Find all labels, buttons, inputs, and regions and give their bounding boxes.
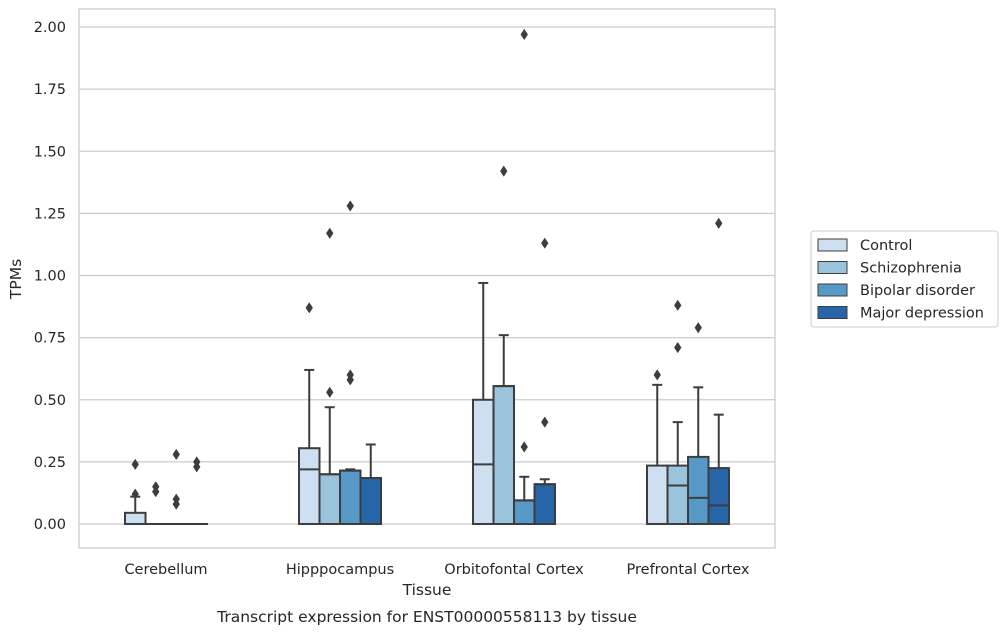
x-tick-label: Prefrontal Cortex [627, 562, 750, 578]
x-tick-label: Hipppocampus [286, 562, 394, 578]
outlier-point [694, 322, 702, 334]
box-group [707, 217, 730, 525]
outlier-point [715, 217, 723, 229]
y-axis-label: TPMs [7, 259, 25, 300]
box [298, 447, 321, 525]
box-group [472, 281, 495, 525]
box-group [165, 448, 188, 526]
outlier-point [674, 341, 682, 354]
box-group [666, 299, 689, 526]
box-group [298, 302, 321, 525]
y-tick-label: 1.50 [34, 144, 66, 160]
y-tick-label: 1.25 [34, 206, 66, 222]
box-group [513, 28, 536, 525]
x-tick-label: Orbitofontal Cortex [444, 562, 584, 578]
x-axis-label: Tissue [402, 581, 452, 599]
legend-label: Major depression [860, 306, 984, 322]
legend-swatch [817, 261, 848, 274]
outlier-point [131, 458, 139, 471]
outlier-point [541, 237, 549, 249]
box-group [124, 458, 147, 526]
x-tick-labels: Cerebellum Hipppocampus Orbitofontal Corte… [124, 562, 749, 578]
y-tick-label: 0.00 [34, 517, 66, 533]
box [533, 483, 556, 525]
outlier-point [172, 493, 180, 505]
box [666, 464, 689, 526]
legend-label: Schizophrenia [860, 261, 962, 277]
box [646, 464, 669, 526]
plot-background [79, 9, 775, 548]
legend-items: Control Schizophrenia Bipolar disorder Majo… [817, 238, 984, 322]
legend-label: Control [860, 238, 912, 254]
y-tick-label: 1.00 [34, 269, 66, 285]
legend-swatch [817, 238, 848, 252]
box-group [687, 322, 710, 525]
box-group [185, 456, 208, 526]
box [707, 467, 730, 525]
box-group [359, 443, 382, 525]
outlier-point [152, 481, 160, 493]
outlier-point [520, 28, 528, 41]
legend-swatch [817, 283, 848, 297]
box [472, 398, 495, 525]
box-group [533, 237, 556, 525]
box [513, 499, 536, 525]
boxes-layer [124, 28, 730, 526]
y-tick-label: 0.25 [34, 455, 66, 471]
box [318, 473, 341, 525]
outlier-point [674, 299, 682, 311]
box-group [492, 165, 515, 525]
box [359, 477, 382, 525]
x-tick-label: Cerebellum [124, 562, 207, 578]
outlier-point [500, 165, 508, 177]
plot-frame [78, 8, 776, 549]
legend-swatch [817, 306, 848, 319]
legend-label: Bipolar disorder [860, 283, 975, 299]
box [339, 469, 362, 526]
outlier-point [172, 448, 180, 461]
y-tick-label: 0.50 [34, 393, 66, 409]
outlier-point [653, 369, 661, 381]
outlier-point [305, 302, 313, 314]
outlier-point [541, 416, 549, 428]
box [492, 385, 515, 525]
legend: Control Schizophrenia Bipolar disorder Majo… [810, 230, 999, 328]
box [124, 511, 147, 526]
y-tick-labels: 0.00 0.25 0.50 0.75 1.00 1.25 1.50 1.75 2.00 [34, 20, 66, 533]
outlier-point [346, 200, 354, 212]
box-group [339, 200, 362, 526]
outlier-point [520, 441, 528, 453]
outlier-point [326, 227, 334, 239]
outlier-point [131, 488, 139, 500]
y-tick-label: 0.75 [34, 331, 66, 347]
y-tick-label: 2.00 [34, 20, 66, 36]
legend-frame [810, 230, 999, 328]
box [687, 455, 710, 525]
figure-caption: Transcript expression for ENST0000055811… [216, 608, 637, 626]
y-tick-label: 1.75 [34, 82, 66, 98]
outlier-point [346, 369, 354, 381]
outlier-point [193, 456, 201, 468]
outlier-point [326, 386, 334, 398]
